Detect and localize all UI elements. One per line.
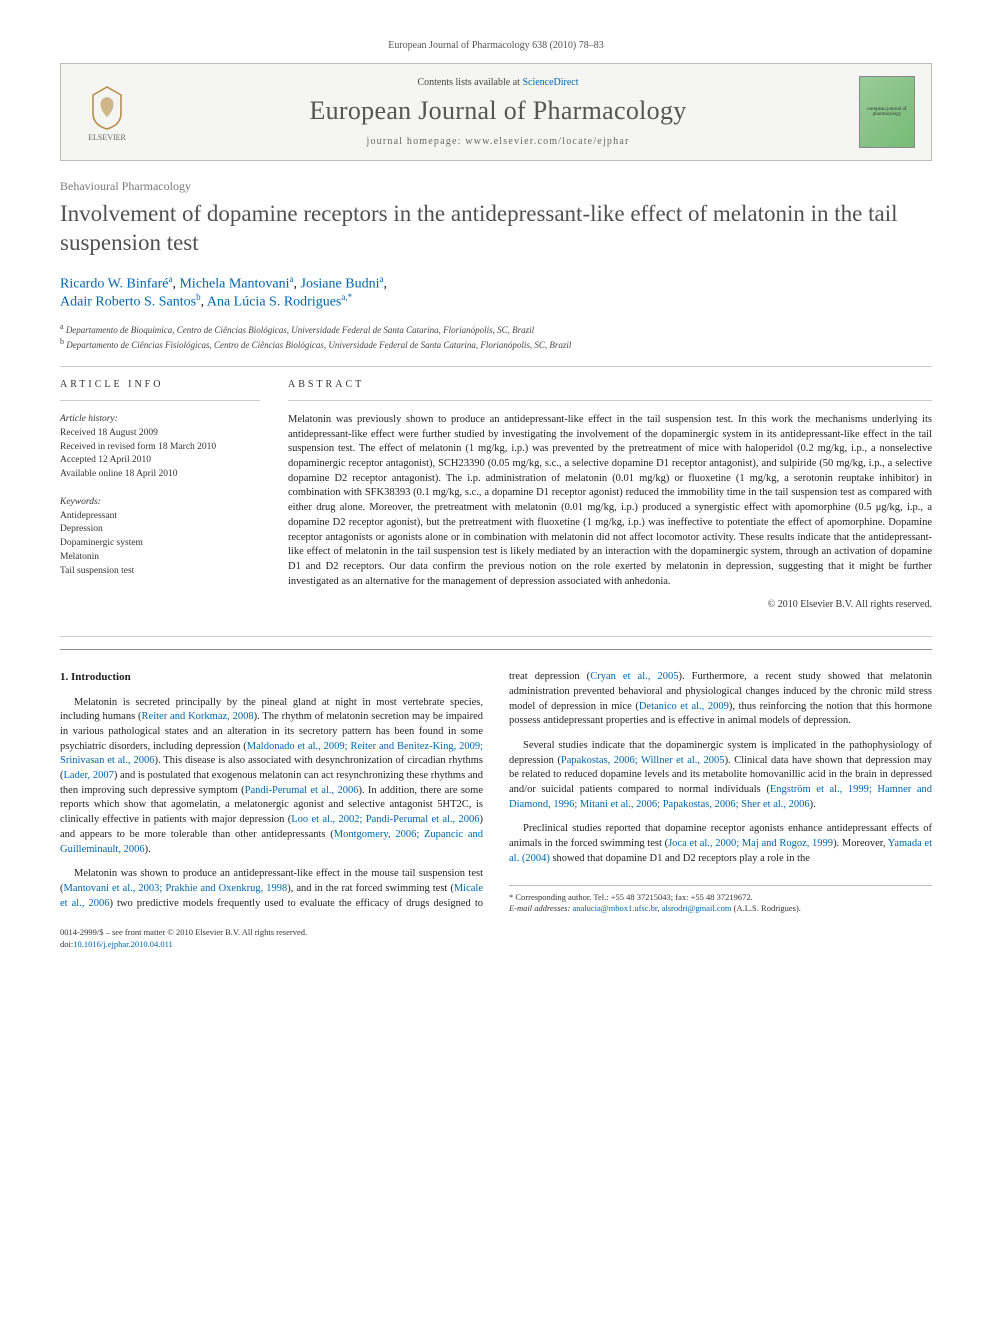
body-columns: 1. Introduction Melatonin is secreted pr… [60,670,932,915]
citation-link[interactable]: Detanico et al., 2009 [639,701,729,712]
author-link[interactable]: Ana Lúcia S. Rodrigues [207,295,342,310]
author-affil-sup: a [290,274,294,284]
author-link[interactable]: Michela Mantovani [179,276,289,291]
affil-sup: b [60,337,64,346]
corresponding-label: * Corresponding author. Tel.: +55 48 372… [509,892,932,904]
section-head-intro: 1. Introduction [60,670,483,685]
citation-link[interactable]: Papakostas, 2006; Willner et al., 2005 [561,755,725,766]
bottom-copyright: 0014-2999/$ – see front matter © 2010 El… [60,927,932,951]
abstract-copyright: © 2010 Elsevier B.V. All rights reserved… [288,599,932,610]
affil-sup: a [60,322,64,331]
article-history: Article history: Received 18 August 2009… [60,413,260,482]
contents-line: Contents lists available at ScienceDirec… [137,77,859,88]
author-affil-sup: a [379,274,383,284]
homepage-url[interactable]: www.elsevier.com/locate/ejphar [465,136,629,147]
cover-text: european journal of pharmacology [860,105,914,119]
intro-para: Melatonin is secreted principally by the… [60,696,483,858]
affiliations: a Departamento de Bioquímica, Centro de … [60,321,932,352]
history-item: Received in revised form 18 March 2010 [60,441,260,455]
author-affil-sup: a,* [341,292,352,302]
keyword: Antidepressant [60,510,260,524]
journal-cover-thumb: european journal of pharmacology [859,76,915,148]
email-link[interactable]: analucia@mbox1.ufsc.br [572,903,657,913]
citation-link[interactable]: Mantovani et al., 2003; Prakhie and Oxen… [64,883,288,894]
running-header: European Journal of Pharmacology 638 (20… [60,40,932,51]
keyword: Tail suspension test [60,565,260,579]
article-info-head: ARTICLE INFO [60,379,260,390]
affil-a: Departamento de Bioquímica, Centro de Ci… [66,325,534,335]
author-list: Ricardo W. Binfaréa, Michela Mantovania,… [60,274,932,311]
author-affil-sup: a [168,274,172,284]
history-item: Available online 18 April 2010 [60,468,260,482]
sciencedirect-link[interactable]: ScienceDirect [522,77,578,88]
citation-link[interactable]: Joca et al., 2000; Maj and Rogoz, 1999 [668,838,833,849]
author-link[interactable]: Ricardo W. Binfaré [60,276,168,291]
contents-prefix: Contents lists available at [417,77,522,88]
affil-b: Departamento de Ciências Fisiológicas, C… [66,340,571,350]
keyword: Depression [60,523,260,537]
homepage-line: journal homepage: www.elsevier.com/locat… [137,136,859,147]
author-link[interactable]: Adair Roberto S. Santos [60,295,196,310]
abstract-text: Melatonin was previously shown to produc… [288,413,932,589]
email-suffix: (A.L.S. Rodrigues). [732,903,801,913]
homepage-prefix: journal homepage: [366,136,465,147]
intro-para: Preclinical studies reported that dopami… [509,822,932,866]
author-link[interactable]: Josiane Budni [301,276,380,291]
divider [288,400,932,401]
article-title: Involvement of dopamine receptors in the… [60,200,932,258]
abstract-head: ABSTRACT [288,379,932,390]
front-matter-line: 0014-2999/$ – see front matter © 2010 El… [60,927,932,939]
email-link[interactable]: alsrodri@gmail.com [662,903,732,913]
keywords-label: Keywords: [60,496,260,510]
keyword: Melatonin [60,551,260,565]
journal-name: European Journal of Pharmacology [137,96,859,126]
history-label: Article history: [60,413,260,427]
divider [60,400,260,401]
doi-link[interactable]: 10.1016/j.ejphar.2010.04.011 [73,939,173,949]
email-label: E-mail addresses: [509,903,570,913]
section-label: Behavioural Pharmacology [60,179,932,194]
keywords-block: Keywords: Antidepressant Depression Dopa… [60,496,260,579]
divider [60,636,932,637]
citation-link[interactable]: Reiter and Korkmaz, 2008 [142,711,254,722]
intro-para: Several studies indicate that the dopami… [509,739,932,812]
citation-link[interactable]: Pandi-Perumal et al., 2006 [245,785,359,796]
history-item: Accepted 12 April 2010 [60,454,260,468]
doi-prefix: doi: [60,939,73,949]
journal-header-box: ELSEVIER Contents lists available at Sci… [60,63,932,161]
publisher-name: ELSEVIER [88,133,126,142]
keyword: Dopaminergic system [60,537,260,551]
divider [60,649,932,650]
divider [60,366,932,367]
elsevier-logo: ELSEVIER [77,77,137,147]
citation-link[interactable]: Loo et al., 2002; Pandi-Perumal et al., … [291,814,479,825]
history-item: Received 18 August 2009 [60,427,260,441]
corresponding-footer: * Corresponding author. Tel.: +55 48 372… [509,885,932,916]
author-affil-sup: b [196,292,201,302]
citation-link[interactable]: Lader, 2007 [64,770,114,781]
citation-link[interactable]: Cryan et al., 2005 [590,671,678,682]
